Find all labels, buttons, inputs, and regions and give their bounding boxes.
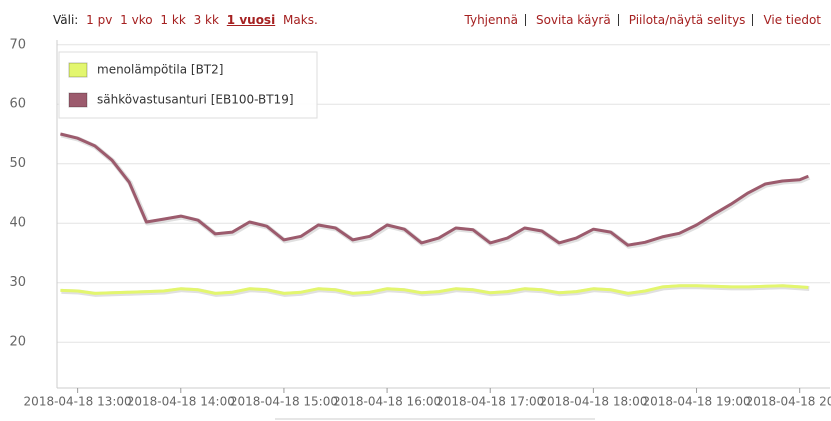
- x-tick-label: 2018-04-18 15:00: [230, 395, 338, 409]
- y-tick-label: 50: [9, 156, 26, 171]
- series: [60, 284, 810, 297]
- line: [60, 132, 809, 247]
- range-option[interactable]: 1 vuosi: [226, 13, 276, 27]
- action-link[interactable]: Piilota/näytä selitys: [623, 14, 754, 26]
- range-label: Väli:: [53, 13, 79, 27]
- toolbar: Väli: 1 pv 1 vko 1 kk 3 kk 1 vuosi Maks.…: [0, 0, 831, 38]
- legend-label: sähkövastusanturi [EB100-BT19]: [97, 93, 294, 107]
- y-tick-label: 60: [9, 97, 26, 112]
- legend-swatch: [68, 62, 88, 78]
- line: [60, 284, 809, 295]
- action-link[interactable]: Sovita käyrä: [530, 14, 619, 26]
- y-tick-label: 30: [9, 275, 26, 290]
- range-selector: Väli: 1 pv 1 vko 1 kk 3 kk 1 vuosi Maks.: [53, 13, 318, 27]
- action-link[interactable]: Tyhjennä: [459, 14, 526, 26]
- x-tick-label: 2018-04-18 13:00: [24, 395, 132, 409]
- action-link[interactable]: Vie tiedot: [763, 13, 821, 27]
- x-tick-label: 2018-04-18 20:00: [746, 395, 831, 409]
- range-option[interactable]: 1 kk: [160, 13, 186, 27]
- x-tick-label: 2018-04-18 14:00: [127, 395, 235, 409]
- range-option[interactable]: 1 vko: [120, 13, 153, 27]
- y-tick-label: 40: [9, 216, 26, 231]
- x-tick-label: 2018-04-18 19:00: [642, 395, 750, 409]
- y-tick-label: 20: [9, 335, 26, 350]
- range-option[interactable]: 1 pv: [86, 13, 113, 27]
- series: [60, 132, 811, 249]
- x-tick-label: 2018-04-18 16:00: [333, 395, 441, 409]
- x-tick-label: 2018-04-18 17:00: [436, 395, 544, 409]
- actions: Tyhjennä Sovita käyrä Piilota/näytä selity…: [455, 13, 821, 27]
- legend-swatch: [68, 92, 88, 108]
- legend-label: menolämpötila [BT2]: [97, 63, 223, 77]
- line-shadow: [60, 132, 811, 249]
- y-tick-label: 70: [9, 37, 26, 52]
- range-option[interactable]: Maks.: [283, 13, 318, 27]
- legend-box: [58, 51, 318, 119]
- range-option[interactable]: 3 kk: [193, 13, 219, 27]
- x-tick-label: 2018-04-18 18:00: [539, 395, 647, 409]
